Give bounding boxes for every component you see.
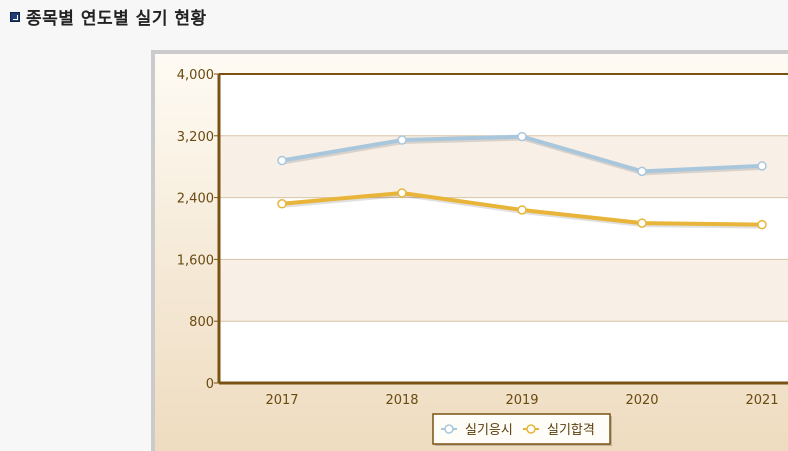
legend-marker	[444, 424, 454, 434]
y-tick-labels: 0 800 1,600 2,400 3,200 4,000	[177, 68, 214, 392]
plot-background	[219, 74, 788, 383]
y-tick-label: 3,200	[177, 130, 214, 145]
x-tick-label: 2018	[385, 393, 418, 408]
square-bullet-icon	[10, 12, 20, 22]
data-point	[637, 166, 647, 177]
x-tick-labels: 2017 2018 2019 2020 2021	[265, 393, 778, 408]
data-point	[517, 205, 527, 215]
legend-entry: 실기합격	[547, 423, 595, 438]
data-point	[757, 161, 767, 171]
page-heading: 종목별 연도별 실기 현황	[10, 5, 207, 29]
y-tick-label: 2,400	[177, 192, 214, 207]
plot-bands	[219, 74, 788, 383]
x-tick-label: 2020	[625, 393, 658, 408]
data-point	[637, 218, 647, 228]
data-point	[277, 199, 287, 209]
y-tick-label: 1,600	[177, 253, 214, 268]
x-tick-label: 2021	[745, 393, 778, 408]
y-tick-label: 0	[206, 377, 214, 392]
legend-entry: 실기응시	[465, 423, 513, 438]
x-tick-label: 2019	[505, 393, 538, 408]
page-title: 종목별 연도별 실기 현황	[26, 8, 207, 29]
series-lines	[277, 131, 767, 230]
legend[interactable]: 실기응시 실기합격	[432, 413, 612, 446]
data-point	[397, 188, 407, 198]
axes	[214, 73, 788, 385]
x-tick-label: 2017	[265, 393, 298, 408]
y-tick-label: 4,000	[177, 68, 214, 83]
data-point	[757, 219, 767, 230]
plot-band	[219, 259, 788, 322]
data-point	[397, 135, 407, 145]
y-tick-label: 800	[189, 315, 214, 330]
plot-band	[219, 135, 788, 198]
data-point	[517, 131, 527, 142]
data-point	[277, 155, 287, 166]
legend-marker	[526, 424, 536, 434]
legend-box	[432, 413, 611, 445]
